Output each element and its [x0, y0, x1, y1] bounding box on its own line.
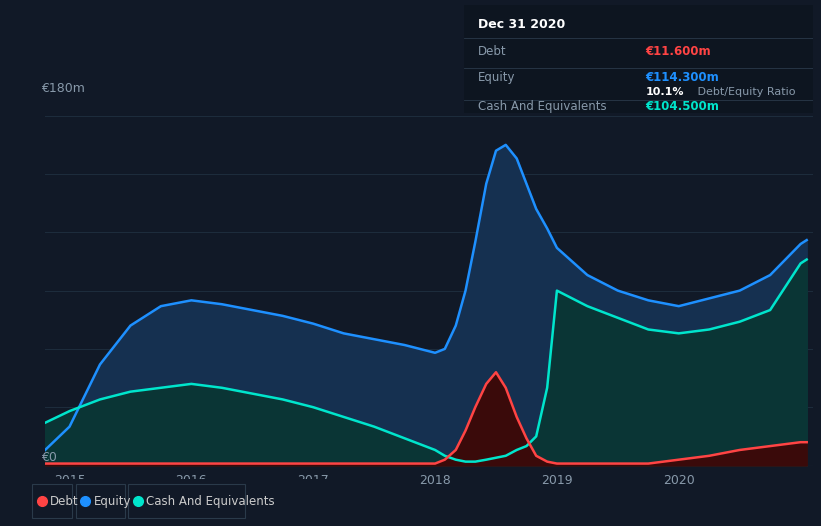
Text: €0: €0 [41, 451, 57, 464]
Text: €11.600m: €11.600m [645, 45, 711, 58]
Text: €114.300m: €114.300m [645, 71, 719, 84]
Text: €180m: €180m [41, 82, 85, 95]
Text: 10.1%: 10.1% [645, 86, 684, 97]
Text: Cash And Equivalents: Cash And Equivalents [146, 494, 275, 508]
Text: €104.500m: €104.500m [645, 100, 719, 113]
Text: Debt/Equity Ratio: Debt/Equity Ratio [695, 86, 796, 97]
Text: Equity: Equity [94, 494, 131, 508]
Text: Debt: Debt [50, 494, 79, 508]
Text: Equity: Equity [478, 71, 516, 84]
Text: Cash And Equivalents: Cash And Equivalents [478, 100, 607, 113]
Text: Dec 31 2020: Dec 31 2020 [478, 18, 565, 31]
Text: Debt: Debt [478, 45, 507, 58]
